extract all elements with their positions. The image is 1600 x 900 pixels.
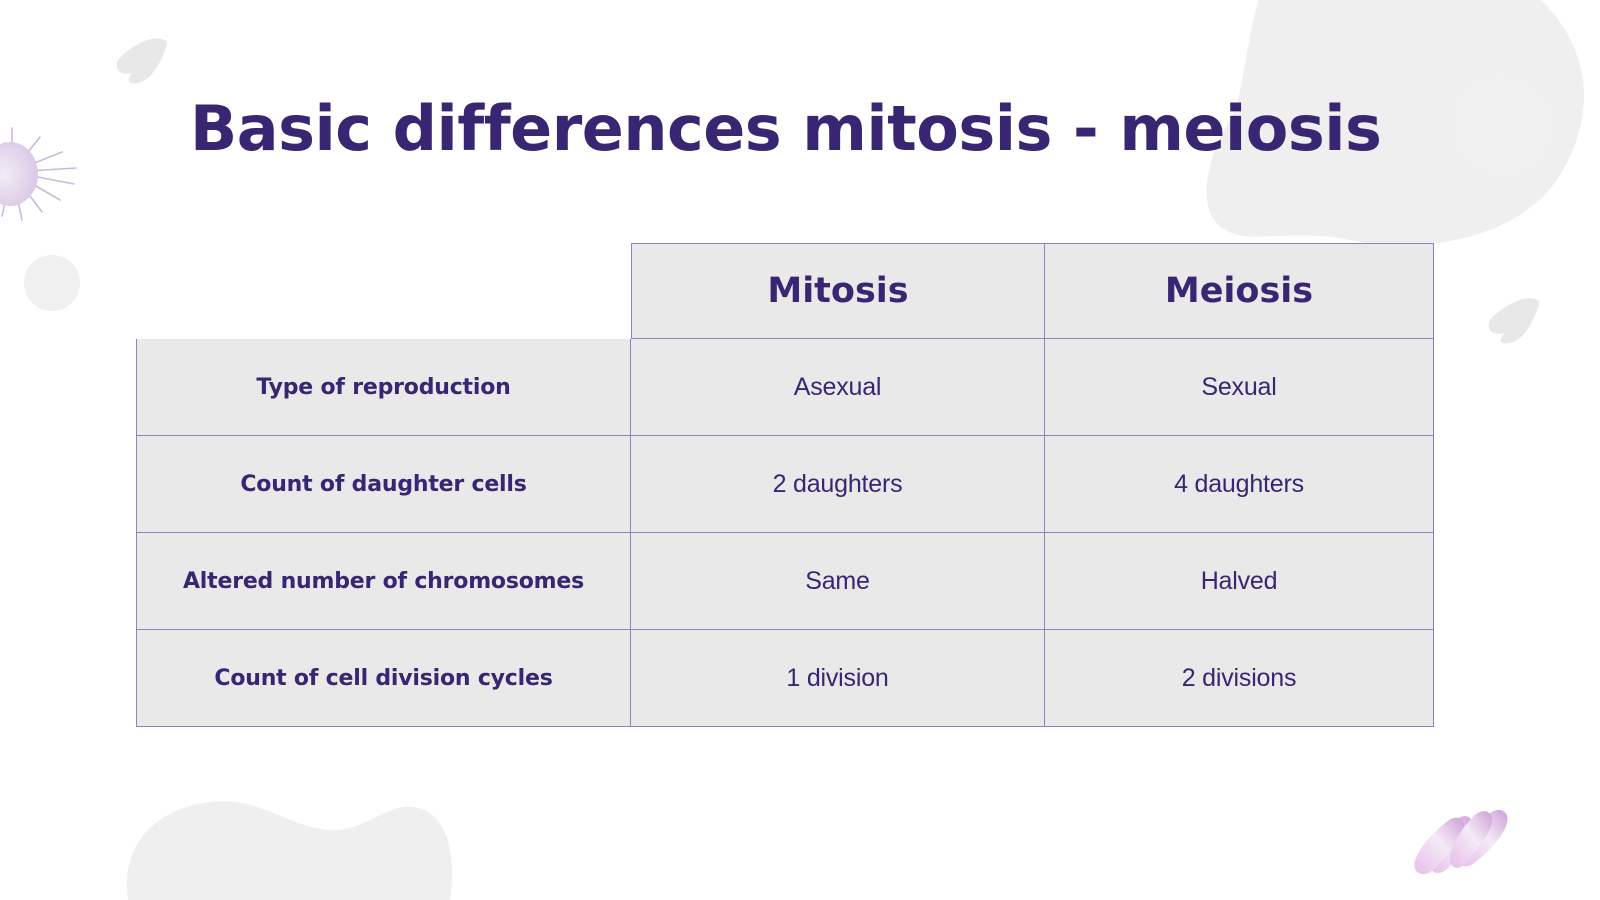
row-label-altered-number-of-chromosomes: Altered number of chromosomes xyxy=(136,533,631,630)
cell-mitosis-type-of-reproduction: Asexual xyxy=(631,339,1045,436)
cell-meiosis-count-of-cell-division-cycles: 2 divisions xyxy=(1045,630,1434,727)
table-row: Count of cell division cycles 1 division… xyxy=(136,630,1434,727)
cell-mitosis-count-of-cell-division-cycles: 1 division xyxy=(631,630,1045,727)
table-corner-cell xyxy=(136,243,631,339)
column-header-meiosis: Meiosis xyxy=(1045,243,1434,339)
column-header-mitosis: Mitosis xyxy=(631,243,1045,339)
table-header-row: Mitosis Meiosis xyxy=(136,243,1434,339)
cell-meiosis-altered-number-of-chromosomes: Halved xyxy=(1045,533,1434,630)
page-title: Basic differences mitosis - meiosis xyxy=(190,92,1382,165)
cell-meiosis-type-of-reproduction: Sexual xyxy=(1045,339,1434,436)
row-label-type-of-reproduction: Type of reproduction xyxy=(136,339,631,436)
cell-meiosis-count-of-daughter-cells: 4 daughters xyxy=(1045,436,1434,533)
cell-mitosis-count-of-daughter-cells: 2 daughters xyxy=(631,436,1045,533)
table-row: Count of daughter cells 2 daughters 4 da… xyxy=(136,436,1434,533)
table-row: Altered number of chromosomes Same Halve… xyxy=(136,533,1434,630)
row-label-count-of-daughter-cells: Count of daughter cells xyxy=(136,436,631,533)
cell-mitosis-altered-number-of-chromosomes: Same xyxy=(631,533,1045,630)
table-row: Type of reproduction Asexual Sexual xyxy=(136,339,1434,436)
row-label-count-of-cell-division-cycles: Count of cell division cycles xyxy=(136,630,631,727)
comparison-table: Mitosis Meiosis Type of reproduction Ase… xyxy=(136,243,1434,729)
